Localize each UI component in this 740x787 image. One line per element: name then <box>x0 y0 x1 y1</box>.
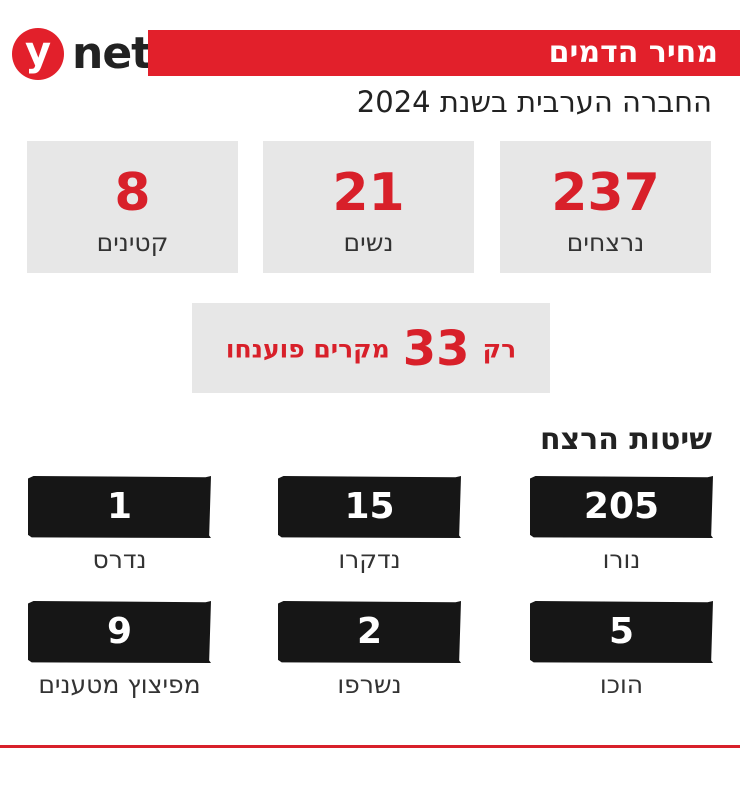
stat-label: נרצחים <box>566 228 645 257</box>
solved-prefix: רק <box>482 334 517 364</box>
stat-value: 8 <box>114 163 151 223</box>
stat-box-murdered: 237 נרצחים <box>500 141 711 273</box>
solved-suffix: מקרים פוענחו <box>225 334 390 364</box>
stat-box-minors: 8 קטינים <box>27 141 238 273</box>
method-label-shot: נורו <box>602 545 641 574</box>
method-label-beaten: הוכו <box>599 670 644 699</box>
method-label-run-over: נדרס <box>92 545 147 574</box>
method-value-burned: 2 <box>278 601 461 663</box>
method-value-shot: 205 <box>530 476 713 538</box>
ynet-logo: y net <box>12 28 152 82</box>
solved-value: 33 <box>402 321 470 377</box>
solved-cases-box: רק 33 מקרים פוענחו <box>192 303 550 393</box>
stat-value: 237 <box>551 163 660 223</box>
page-title: מחיר הדמים <box>548 35 718 70</box>
stat-label: נשים <box>343 228 394 257</box>
method-value-beaten: 5 <box>530 601 713 663</box>
logo-mark: y <box>12 28 64 80</box>
method-value-run-over: 1 <box>28 476 211 538</box>
bottom-rule <box>0 745 740 748</box>
stat-value: 21 <box>332 163 405 223</box>
method-label-explosives: מפיצוץ מטענים <box>38 670 201 699</box>
stat-label: קטינים <box>96 228 169 257</box>
method-value-stabbed: 15 <box>278 476 461 538</box>
method-label-stabbed: נדקרו <box>338 545 401 574</box>
page-subtitle: החברה הערבית בשנת 2024 <box>356 85 712 119</box>
logo-wordmark: net <box>72 28 152 79</box>
method-value-explosives: 9 <box>28 601 211 663</box>
method-label-burned: נשרפו <box>337 670 402 699</box>
stat-box-women: 21 נשים <box>263 141 474 273</box>
methods-title: שיטות הרצח <box>539 422 712 457</box>
title-band: מחיר הדמים <box>148 30 740 76</box>
